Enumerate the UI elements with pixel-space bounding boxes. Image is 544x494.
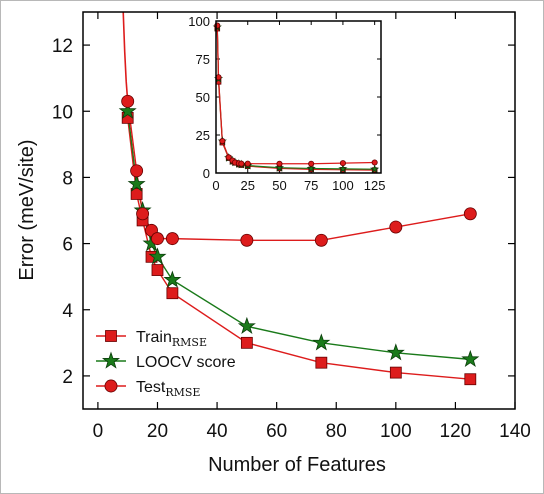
data-point — [130, 188, 143, 200]
y-tick-label: 10 — [52, 102, 73, 123]
data-point — [240, 336, 253, 349]
inset-x-tick-label: 0 — [212, 178, 219, 193]
inset-data-point — [276, 160, 283, 167]
inset-x-tick-label: 100 — [332, 178, 354, 193]
inset-y-tick-label: 50 — [196, 90, 210, 105]
legend-marker — [101, 351, 121, 369]
data-point — [240, 233, 254, 247]
inset-data-point — [219, 138, 226, 145]
y-tick-label: 4 — [62, 301, 73, 322]
data-point — [314, 233, 328, 247]
leading-curve-line — [122, 11, 129, 102]
data-point — [148, 247, 167, 265]
data-point — [151, 232, 164, 246]
inset-chart: 0 25 50 75 100 125 0 25 50 75 100 — [188, 14, 385, 193]
legend-marker — [105, 330, 117, 342]
data-point — [166, 287, 179, 300]
inset-series-markers — [212, 22, 380, 174]
inset-background — [216, 21, 381, 173]
data-point — [151, 264, 164, 276]
x-tick-label: 40 — [206, 421, 227, 442]
data-point — [386, 343, 405, 361]
x-tick-label: 60 — [266, 421, 287, 442]
data-point — [136, 207, 150, 221]
inset-data-point — [370, 164, 380, 174]
y-tick-label: 12 — [52, 36, 73, 57]
data-point — [389, 366, 402, 379]
inset-data-point — [306, 163, 316, 173]
legend-label: LOOCV score — [136, 354, 236, 371]
main-plot-area — [82, 11, 516, 410]
legend-label: TrainRMSE — [136, 329, 207, 349]
inset-data-point — [238, 160, 245, 167]
x-tick-label: 80 — [326, 421, 347, 442]
data-point — [315, 356, 328, 369]
inset-data-point — [339, 160, 346, 167]
x-tick-label: 120 — [440, 421, 472, 442]
inset-data-point — [308, 160, 315, 167]
y-tick-label: 2 — [62, 367, 73, 388]
inset-data-point — [274, 162, 285, 172]
data-point — [163, 270, 182, 288]
data-point — [461, 349, 480, 368]
x-tick-label: 20 — [147, 421, 168, 442]
data-point — [130, 164, 144, 178]
data-point — [165, 232, 179, 246]
data-point — [312, 333, 331, 351]
inset-y-tick-label: 75 — [196, 52, 210, 67]
x-axis-title: Number of Features — [208, 454, 386, 476]
inset-y-tick-label: 100 — [188, 14, 210, 29]
inset-x-tick-label: 75 — [304, 178, 318, 193]
main-axis-ticks: 0 20 40 60 80 100 120 140 2 4 6 8 10 12 — [52, 12, 531, 442]
legend-subscript: RMSE — [165, 386, 200, 399]
y-tick-label: 6 — [62, 235, 73, 256]
data-point — [464, 373, 477, 386]
inset-data-point — [225, 154, 232, 161]
inset-data-point — [338, 164, 348, 173]
legend-label: TestRMSE — [136, 379, 200, 399]
series-line — [126, 117, 471, 380]
inset-x-tick-label: 125 — [364, 178, 386, 193]
inset-axis-ticks: 0 25 50 75 100 125 0 25 50 75 100 — [188, 14, 385, 193]
legend: TrainRMSE LOOCV score TestRMSE — [96, 329, 236, 399]
inset-x-tick-label: 25 — [240, 178, 254, 193]
x-tick-label: 0 — [93, 421, 104, 442]
inset-data-point — [244, 160, 251, 167]
x-tick-label: 140 — [499, 421, 531, 442]
data-point — [463, 207, 477, 221]
inset-data-point — [371, 159, 378, 166]
y-axis-title: Error (meV/site) — [16, 139, 38, 280]
data-point — [127, 174, 146, 192]
x-tick-label: 100 — [380, 421, 412, 442]
legend-subscript: RMSE — [172, 336, 207, 349]
y-tick-label: 8 — [62, 168, 73, 189]
inset-y-tick-label: 25 — [196, 128, 210, 143]
main-series-markers — [118, 94, 480, 386]
inset-x-tick-label: 50 — [272, 178, 286, 193]
inset-y-tick-label: 0 — [203, 166, 210, 181]
data-point — [121, 94, 135, 108]
inset-plot-area — [215, 20, 382, 174]
data-point — [389, 220, 403, 234]
data-point — [118, 101, 137, 119]
legend-marker — [104, 379, 118, 393]
data-point — [237, 316, 256, 334]
